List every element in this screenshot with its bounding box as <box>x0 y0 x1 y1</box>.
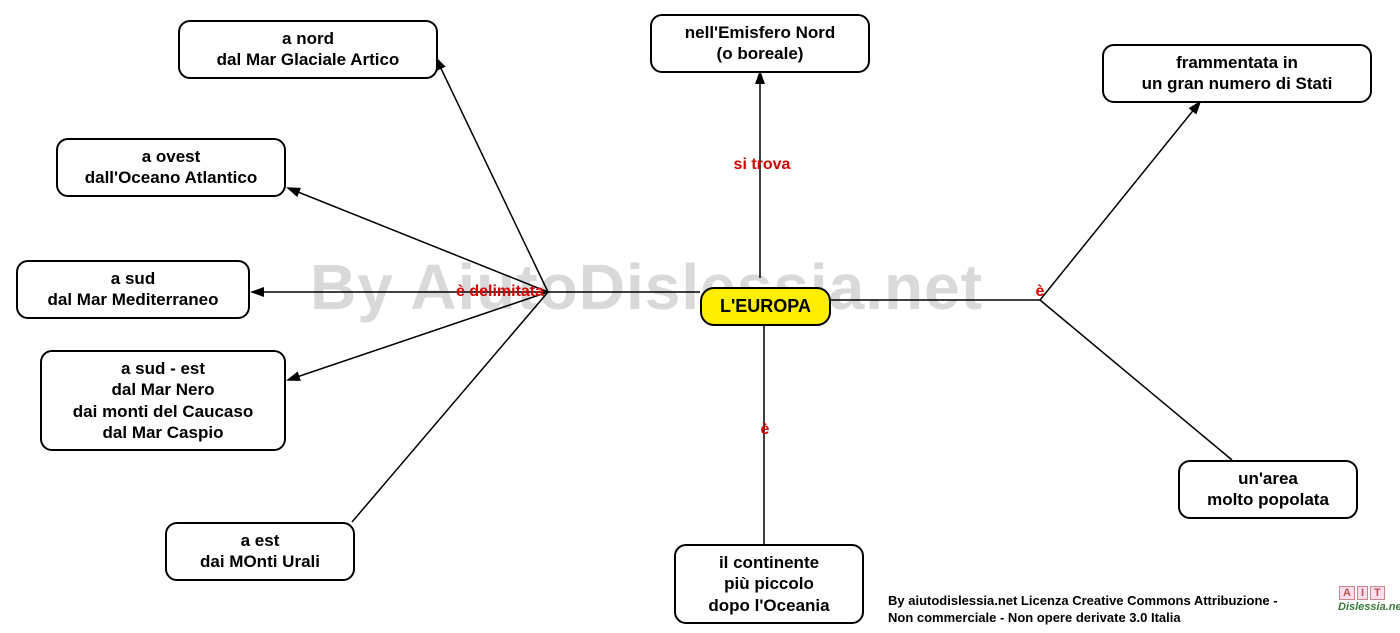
site-logo: AIT Dislessia.net <box>1338 583 1400 613</box>
node-emisfero: nell'Emisfero Nord (o boreale) <box>650 14 870 73</box>
node-sud-est: a sud - est dal Mar Nero dai monti del C… <box>40 350 286 451</box>
node-sud: a sud dal Mar Mediterraneo <box>16 260 250 319</box>
license-caption: By aiutodislessia.net Licenza Creative C… <box>888 593 1278 627</box>
edge-label-delimitata: è delimitata <box>456 283 544 301</box>
concept-map-stage: By AiutoDislessia.net L'EUROPA a nord da… <box>0 0 1400 633</box>
node-center-europa: L'EUROPA <box>700 287 831 326</box>
edge-label-e-right: è <box>1036 283 1045 301</box>
node-ovest: a ovest dall'Oceano Atlantico <box>56 138 286 197</box>
node-est: a est dai MOnti Urali <box>165 522 355 581</box>
node-piccolo: il continente più piccolo dopo l'Oceania <box>674 544 864 624</box>
node-popolata: un'area molto popolata <box>1178 460 1358 519</box>
edge-label-e-down: è <box>761 421 770 439</box>
edge-label-si-trova: si trova <box>734 156 791 174</box>
node-frammentata: frammentata in un gran numero di Stati <box>1102 44 1372 103</box>
node-nord: a nord dal Mar Glaciale Artico <box>178 20 438 79</box>
watermark-text: By AiutoDislessia.net <box>310 250 983 324</box>
